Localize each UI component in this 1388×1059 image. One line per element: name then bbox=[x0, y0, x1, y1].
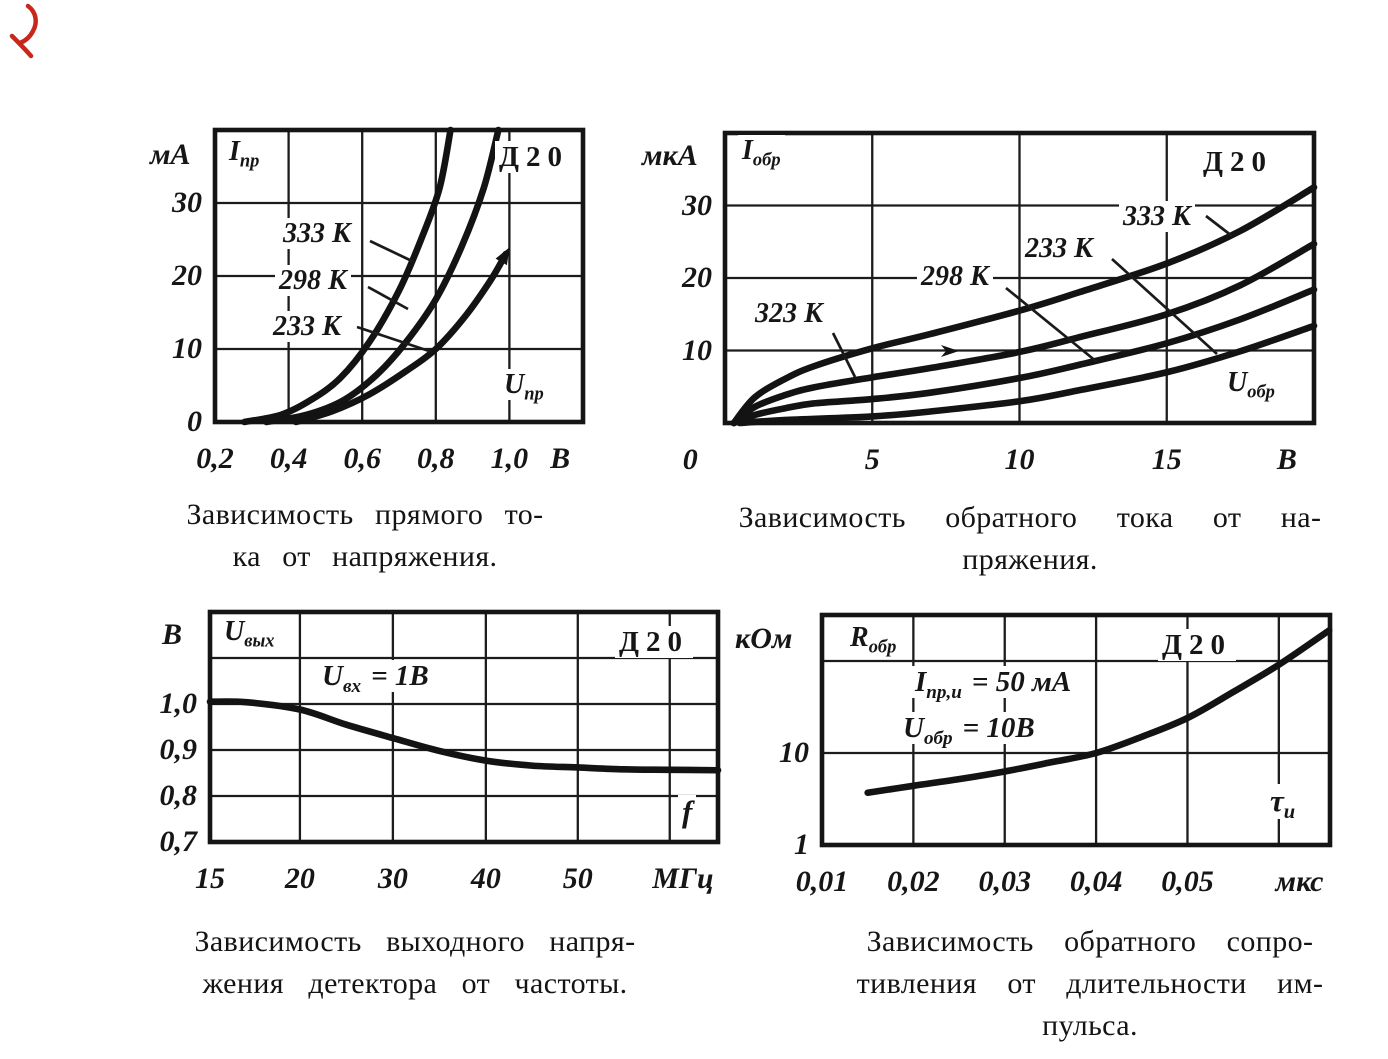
annotation-pulse-current: Iпр,и = 50 мА bbox=[911, 666, 1076, 702]
curve-label-333k: 333 К bbox=[279, 218, 355, 250]
xtick-label: мкс bbox=[1275, 865, 1324, 898]
y-unit-label-mka: мкА bbox=[642, 139, 698, 172]
gridline-arrow-icon bbox=[941, 345, 959, 357]
xtick-label: 0,2 bbox=[196, 442, 234, 475]
x-axis-symbol-tau: τи bbox=[1266, 784, 1300, 822]
xtick-label: В bbox=[1276, 443, 1297, 476]
ytick-label: 30 bbox=[682, 188, 712, 222]
ytick-label: 10 bbox=[172, 332, 202, 365]
ytick-label: 1 bbox=[794, 828, 809, 861]
y-axis-symbol-ipr: Iпр bbox=[225, 136, 264, 170]
xtick-label: 0,8 bbox=[417, 442, 455, 475]
ytick-label: 0,7 bbox=[159, 825, 198, 858]
xtick-label: 20 bbox=[284, 862, 315, 895]
xtick-label: 40 bbox=[470, 862, 501, 895]
chart-2 bbox=[206, 609, 722, 845]
annotation-input-voltage: Uвх = 1В bbox=[318, 660, 433, 696]
device-label: Д20 bbox=[1199, 146, 1277, 179]
y-unit-label-ma: мА bbox=[150, 138, 191, 171]
caption-output-voltage: Зависимость выходного напря- жения детек… bbox=[194, 925, 636, 1000]
xtick-label: 0,4 bbox=[269, 442, 308, 475]
ytick-label: 0 bbox=[187, 405, 202, 438]
chart-3 bbox=[819, 612, 1333, 848]
ytick-label: 0,8 bbox=[159, 779, 198, 812]
leader-line-233k-reverse bbox=[1111, 257, 1218, 356]
leader-line-298k-forward bbox=[367, 285, 409, 311]
curve-label-233k: 233 К bbox=[1021, 233, 1097, 265]
device-label: Д20 bbox=[615, 626, 693, 659]
x-axis-symbol-uobr: Uобр bbox=[1223, 367, 1279, 401]
caption-forward-current: Зависимость прямого то- ка от напряжения… bbox=[186, 498, 544, 573]
device-label: Д20 bbox=[1158, 629, 1236, 662]
xtick-label: 10 bbox=[1004, 443, 1035, 476]
curve-label-298k: 298 К bbox=[917, 261, 993, 293]
curve-label-298k: 298 К bbox=[275, 265, 351, 297]
leader-line-333k-reverse bbox=[1205, 214, 1233, 238]
device-label: Д20 bbox=[495, 141, 573, 174]
y-axis-symbol-iobr: Iобр bbox=[738, 135, 785, 169]
xtick-label: 0,6 bbox=[343, 442, 381, 475]
ytick-label: 20 bbox=[172, 259, 202, 292]
curve-label-333k: 333 К bbox=[1119, 201, 1195, 233]
leader-line-233k-forward bbox=[356, 325, 433, 354]
x-axis-symbol-f: f bbox=[678, 795, 697, 830]
xtick-label: 5 bbox=[864, 443, 880, 476]
xtick-label: 0,04 bbox=[1069, 865, 1123, 898]
annotation-reverse-voltage: Uобр = 10В bbox=[899, 712, 1039, 748]
xtick-label: В bbox=[550, 442, 571, 475]
xtick-label: 0,03 bbox=[978, 865, 1031, 898]
xtick-label: 15 bbox=[1151, 443, 1182, 476]
ytick-label: 0,9 bbox=[159, 733, 198, 766]
xtick-label: 1,0 bbox=[490, 442, 529, 475]
xtick-label: 0,02 bbox=[887, 865, 940, 898]
xtick-label: 50 bbox=[562, 862, 593, 895]
caption-reverse-resistance: Зависимость обратного сопро- тивления от… bbox=[856, 925, 1324, 1042]
xtick-label: 0 bbox=[682, 443, 698, 476]
xtick-label: 0,01 bbox=[795, 865, 849, 898]
ytick-label: 1,0 bbox=[159, 687, 198, 720]
xtick-label: 0,05 bbox=[1161, 865, 1214, 898]
xtick-label: МГц bbox=[652, 862, 714, 895]
xtick-label: 15 bbox=[195, 862, 225, 895]
leader-line-323k-reverse bbox=[831, 332, 857, 378]
x-axis-symbol-upr: Uпр bbox=[500, 369, 548, 403]
leader-line-333k-forward bbox=[369, 239, 415, 264]
curve-label-323k: 323 К bbox=[751, 298, 827, 330]
y-unit-label-kom: кОм bbox=[735, 622, 793, 655]
y-unit-label-v: В bbox=[162, 618, 183, 651]
xtick-label: 30 bbox=[377, 862, 408, 895]
leader-line-298k-reverse bbox=[1005, 286, 1098, 364]
red-pen-mark-icon bbox=[17, 3, 38, 46]
ytick-label: 10 bbox=[682, 333, 712, 367]
y-axis-symbol-uvyh: Uвых bbox=[220, 616, 279, 650]
y-axis-symbol-robr: Rобр bbox=[846, 622, 901, 656]
curve-label-233k: 233 К bbox=[269, 311, 345, 343]
ytick-label: 30 bbox=[172, 186, 202, 219]
caption-reverse-current: Зависимость обратного тока от на- пряжен… bbox=[738, 501, 1322, 576]
red-pen-mark-icon bbox=[9, 33, 34, 59]
ytick-label: 10 bbox=[779, 736, 809, 769]
ytick-label: 20 bbox=[682, 261, 712, 294]
